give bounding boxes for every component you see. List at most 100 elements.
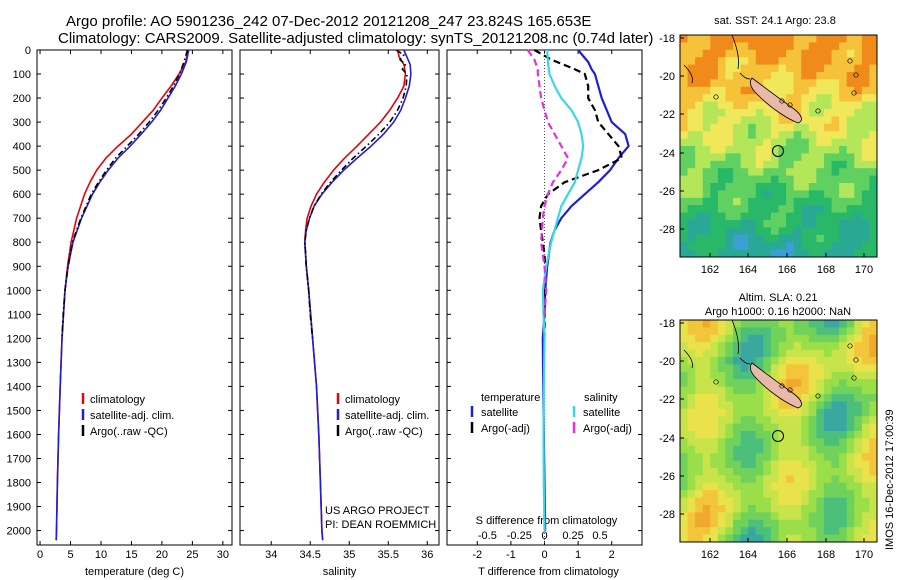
map-cell — [869, 42, 878, 51]
map-cell — [687, 349, 696, 358]
map-cell — [854, 109, 863, 117]
map-cell — [839, 101, 848, 110]
map-cell — [725, 227, 734, 236]
map-cell — [702, 86, 711, 95]
map-cell — [733, 197, 742, 206]
map-cell — [717, 445, 726, 454]
map-cell — [861, 227, 870, 236]
map-cell — [755, 249, 764, 258]
map-cell — [763, 349, 772, 358]
map-cell — [839, 79, 848, 88]
map-cell — [861, 175, 870, 184]
map-cell — [755, 160, 764, 169]
map-cell — [695, 519, 704, 528]
map-cell — [839, 490, 848, 498]
map-cell — [861, 490, 870, 498]
map-cell — [748, 423, 757, 432]
map-cell — [816, 357, 825, 365]
map-cell — [861, 349, 870, 358]
map-cell — [778, 49, 787, 58]
map-cell — [717, 349, 726, 358]
lon-tick-label: 166 — [778, 549, 796, 561]
map-cell — [831, 468, 840, 476]
y-tick-label: 1000 — [7, 285, 31, 297]
map-cell — [740, 349, 749, 358]
map-cell — [846, 364, 855, 373]
map-cell — [710, 220, 719, 228]
map-cell — [861, 42, 870, 51]
map-cell — [733, 220, 742, 228]
map-cell — [839, 482, 848, 491]
map-cell — [778, 342, 787, 350]
map-cell — [763, 168, 772, 176]
map-cell — [869, 79, 878, 88]
map-cell — [680, 401, 688, 410]
map-cell — [748, 482, 757, 491]
map-cell — [854, 460, 863, 469]
map-cell — [793, 101, 802, 110]
map-cell — [786, 505, 795, 513]
map-cell — [839, 220, 848, 228]
map-cell — [695, 220, 704, 228]
map-cell — [854, 475, 863, 484]
map-cell — [846, 512, 855, 521]
map-cell — [687, 438, 696, 447]
map-cell — [801, 534, 810, 543]
map-cell — [839, 423, 848, 432]
map-cell — [869, 460, 878, 469]
map-cell — [854, 153, 863, 162]
map-cell — [816, 197, 825, 206]
map-cell — [702, 475, 711, 484]
y-tick-label: 2000 — [7, 526, 31, 538]
map-cell — [717, 183, 726, 191]
map-cell — [717, 123, 726, 132]
map-cell — [823, 249, 832, 258]
map-cell — [778, 431, 787, 439]
map-cell — [740, 94, 749, 102]
map-cell — [801, 234, 810, 243]
map-cell — [846, 320, 855, 328]
map-cell — [808, 475, 817, 484]
map-cell — [831, 94, 840, 102]
map-cell — [680, 497, 688, 506]
map-cell — [710, 227, 719, 236]
map-cell — [755, 423, 764, 432]
map-cell — [740, 468, 749, 476]
map-cell — [725, 386, 734, 395]
map-cell — [786, 401, 795, 410]
map-cell — [854, 431, 863, 439]
map-cell — [740, 86, 749, 95]
map-cell — [823, 349, 832, 358]
map-cell — [680, 490, 688, 498]
map-cell — [778, 64, 787, 73]
map-cell — [786, 438, 795, 447]
map-cell — [710, 42, 719, 51]
map-cell — [816, 320, 825, 328]
map-cell — [816, 490, 825, 498]
map-cell — [846, 453, 855, 461]
map-cell — [755, 79, 764, 88]
map-cell — [710, 431, 719, 439]
map-cell — [687, 101, 696, 110]
map-cell — [710, 334, 719, 343]
map-cell — [839, 445, 848, 454]
map-cell — [846, 72, 855, 80]
map-cell — [725, 153, 734, 162]
map-cell — [846, 220, 855, 228]
map-cell — [831, 123, 840, 132]
map-cell — [748, 342, 757, 350]
map-cell — [801, 416, 810, 424]
map-cell — [770, 49, 779, 58]
map-cell — [725, 490, 734, 498]
map-cell — [839, 371, 848, 380]
map-cell — [861, 386, 870, 395]
s-tick-label: 0.5 — [592, 530, 607, 542]
map-cell — [725, 497, 734, 506]
map-cell — [839, 408, 848, 417]
map-cell — [861, 401, 870, 410]
map-cell — [854, 79, 863, 88]
map-cell — [748, 445, 757, 454]
map-cell — [808, 460, 817, 469]
map-cell — [823, 57, 832, 65]
map-cell — [740, 475, 749, 484]
